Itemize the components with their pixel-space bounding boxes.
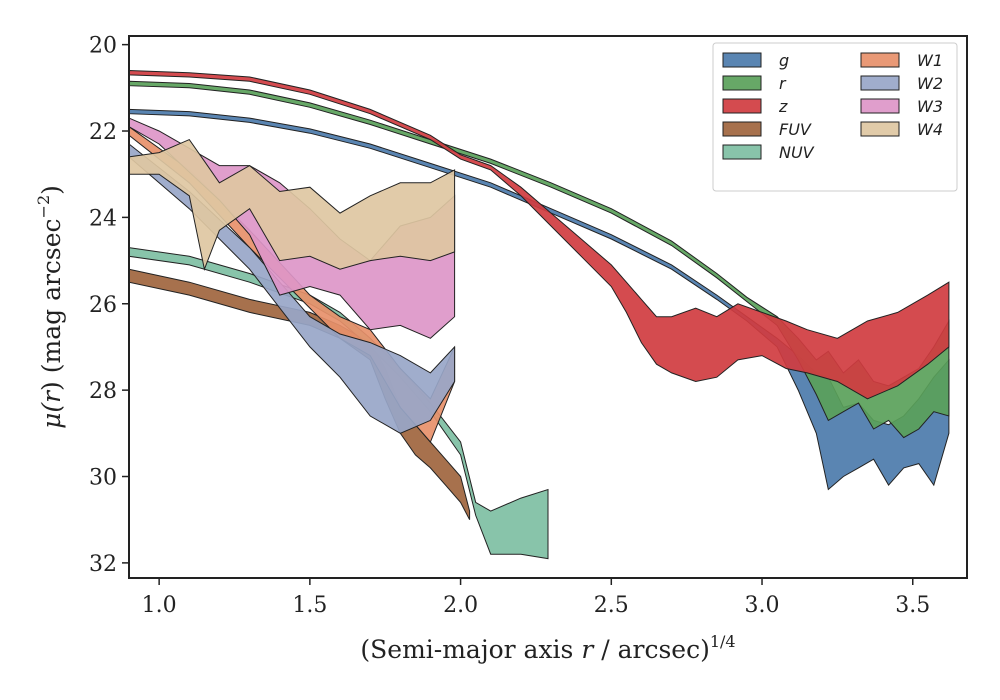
y-tick-label: 20: [89, 34, 117, 59]
y-axis: 20 22 24 26 28 30 32: [89, 34, 129, 577]
legend-label-r: r: [779, 74, 787, 93]
legend-swatch-w1: [860, 52, 900, 68]
legend-swatch-g: [722, 52, 762, 68]
legend-swatch-w2: [860, 75, 900, 91]
x-axis-label: (Semi-major axis r / arcsec)1/4: [360, 632, 735, 664]
y-tick-label: 22: [89, 120, 117, 145]
y-axis-label: μ(r) (mag arcsec−2): [34, 185, 66, 429]
legend-label-fuv: FUV: [779, 120, 812, 139]
y-tick-label: 28: [89, 379, 117, 404]
legend-label-g: g: [779, 51, 789, 70]
area-z: [128, 69, 950, 400]
legend-label-w3: W3: [917, 97, 943, 116]
legend-swatch-nuv: [722, 144, 762, 160]
legend-swatch-w4: [860, 121, 900, 137]
x-tick-label: 2.5: [594, 593, 629, 618]
legend-label-w2: W2: [917, 74, 943, 93]
x-tick-label: 3.0: [745, 593, 780, 618]
legend-label-w1: W1: [917, 51, 943, 70]
y-tick-label: 30: [89, 466, 117, 491]
area-w4: [128, 138, 456, 271]
legend-label-z: z: [778, 97, 788, 116]
legend-swatch-z: [722, 98, 762, 114]
y-tick-label: 26: [89, 293, 117, 318]
x-tick-label: 1.0: [142, 593, 177, 618]
legend-swatch-r: [722, 75, 762, 91]
x-tick-label: 2.0: [443, 593, 478, 618]
legend-swatch-w3: [860, 98, 900, 114]
legend-label-nuv: NUV: [779, 143, 815, 162]
x-tick-label: 1.5: [292, 593, 327, 618]
x-tick-label: 3.5: [895, 593, 930, 618]
plot-areas: [128, 69, 950, 560]
y-tick-label: 24: [89, 206, 117, 231]
legend-label-w4: W4: [917, 120, 943, 139]
x-axis: 1.0 1.5 2.0 2.5 3.0 3.5: [142, 578, 930, 618]
legend-swatch-fuv: [722, 121, 762, 137]
area-r: [128, 80, 950, 439]
plot-frame: [128, 35, 968, 579]
y-tick-label: 32: [89, 552, 117, 577]
legend: grz FUV NUV W1 W2 W3 W4: [712, 42, 958, 192]
